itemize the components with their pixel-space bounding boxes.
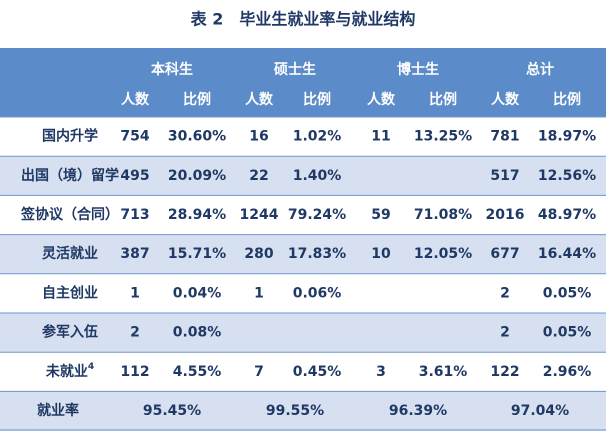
group-header: 本科生 (151, 61, 193, 78)
sub-header: 比例 (429, 91, 457, 108)
sub-header: 人数 (491, 91, 520, 108)
cell: 2016 (486, 207, 525, 223)
cell: 12.05% (414, 246, 472, 262)
sub-header: 人数 (121, 91, 150, 108)
cell: 677 (490, 246, 519, 262)
cell: 754 (120, 129, 149, 145)
sub-header: 人数 (367, 91, 396, 108)
sub-header: 比例 (553, 91, 581, 108)
row-band (0, 156, 606, 196)
cell: 713 (120, 207, 149, 223)
row-label-text: 出国（境）留学 (21, 167, 119, 184)
footer-cell: 99.55% (266, 403, 324, 419)
cell: 1 (254, 285, 264, 301)
cell: 495 (120, 168, 149, 184)
footer-cell: 97.04% (511, 403, 569, 419)
cell: 79.24% (288, 207, 346, 223)
cell: 4.55% (173, 364, 222, 380)
cell: 1.40% (293, 168, 342, 184)
cell: 0.05% (543, 285, 592, 301)
cell: 2.96% (543, 364, 592, 380)
footnote-mark: 4 (88, 361, 94, 371)
cell: 15.71% (168, 246, 226, 262)
cell: 3.61% (419, 364, 468, 380)
cell: 387 (120, 246, 149, 262)
cell: 0.08% (173, 325, 222, 341)
row-label-text: 未就业 (46, 363, 88, 380)
cell: 0.05% (543, 325, 592, 341)
cell: 0.04% (173, 285, 222, 301)
footer-label: 就业率 (37, 402, 79, 419)
group-header: 硕士生 (274, 61, 316, 78)
cell: 517 (490, 168, 519, 184)
group-header: 总计 (526, 61, 554, 78)
row-band (0, 313, 606, 353)
row-band (0, 234, 606, 274)
cell: 16 (249, 129, 268, 145)
row-label-text: 签协议（合同） (20, 206, 119, 223)
footer-band (0, 391, 606, 431)
cell: 781 (490, 129, 519, 145)
cell: 112 (120, 364, 149, 380)
cell: 71.08% (414, 207, 472, 223)
footer-cell: 96.39% (389, 403, 447, 419)
row-label-text: 国内升学 (42, 128, 98, 145)
cell: 48.97% (538, 207, 596, 223)
cell: 30.60% (168, 129, 226, 145)
cell: 2 (130, 325, 140, 341)
group-header: 博士生 (397, 61, 439, 78)
cell: 28.94% (168, 207, 226, 223)
cell: 2 (500, 285, 510, 301)
cell: 0.45% (293, 364, 342, 380)
sub-header: 比例 (183, 91, 211, 108)
cell: 16.44% (538, 246, 596, 262)
cell: 2 (500, 325, 510, 341)
row-label-text: 灵活就业 (42, 245, 98, 262)
cell: 7 (254, 364, 264, 380)
cell: 17.83% (288, 246, 346, 262)
cell: 1 (130, 285, 140, 301)
row-label: 国内升学 (42, 128, 98, 145)
row-label-text: 参军入伍 (42, 324, 98, 341)
table-title: 表 2 毕业生就业率与就业结构 (190, 10, 416, 29)
footer-cell: 95.45% (143, 403, 201, 419)
sub-header: 比例 (303, 91, 331, 108)
row-label: 出国（境）留学 (21, 167, 119, 184)
cell: 0.06% (293, 285, 342, 301)
cell: 11 (371, 129, 390, 145)
cell: 20.09% (168, 168, 226, 184)
row-label: 签协议（合同） (20, 206, 119, 223)
cell: 1244 (240, 207, 279, 223)
cell: 122 (490, 364, 519, 380)
row-label: 灵活就业 (42, 245, 98, 262)
cell: 10 (371, 246, 391, 262)
cell: 18.97% (538, 129, 596, 145)
cell: 12.56% (538, 168, 596, 184)
cell: 1.02% (293, 129, 342, 145)
sub-header: 人数 (245, 91, 274, 108)
cell: 22 (249, 168, 268, 184)
row-label-text: 自主创业 (42, 284, 98, 301)
row-label: 自主创业 (42, 284, 98, 301)
header-band (0, 48, 606, 117)
cell: 280 (244, 246, 273, 262)
cell: 59 (371, 207, 390, 223)
row-label: 未就业4 (46, 361, 94, 380)
cell: 3 (376, 364, 386, 380)
row-label: 参军入伍 (42, 324, 98, 341)
cell: 13.25% (414, 129, 472, 145)
